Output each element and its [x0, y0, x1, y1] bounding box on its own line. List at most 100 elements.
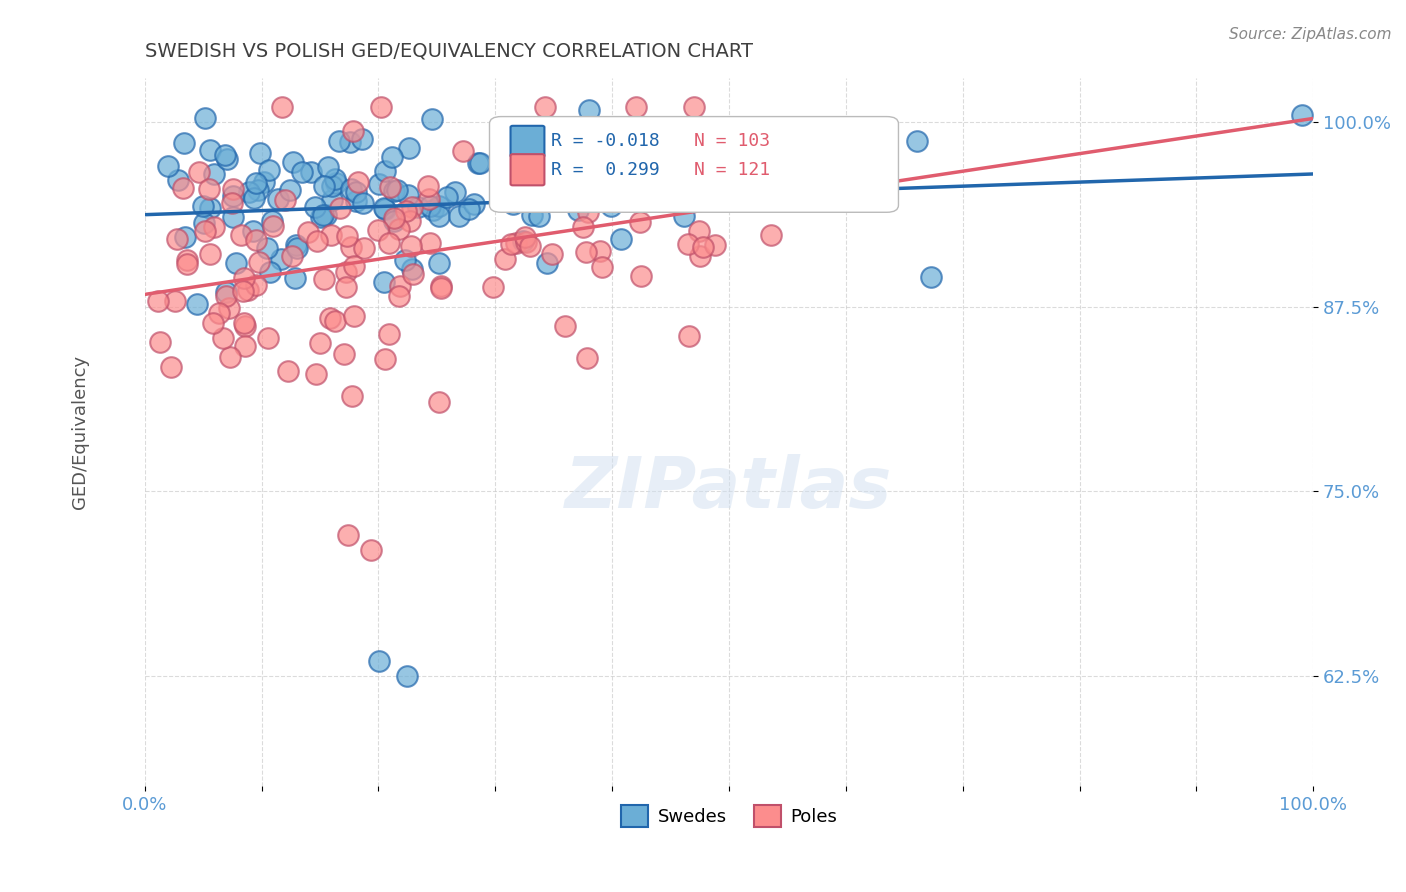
- Point: [382, 214, 405, 228]
- Point: [299, 165, 322, 179]
- Point: [529, 154, 551, 169]
- Point: [305, 367, 328, 381]
- Point: [406, 200, 429, 214]
- Point: [208, 306, 231, 320]
- Point: [1291, 107, 1313, 121]
- Point: [222, 182, 245, 196]
- Point: [399, 214, 422, 228]
- Point: [285, 241, 308, 255]
- Point: [146, 293, 169, 308]
- Point: [176, 253, 198, 268]
- Point: [567, 203, 589, 218]
- Point: [370, 100, 392, 114]
- Point: [186, 297, 208, 311]
- Point: [569, 121, 592, 136]
- Point: [419, 199, 441, 213]
- Point: [467, 156, 489, 170]
- Point: [453, 144, 475, 158]
- Point: [247, 254, 270, 268]
- Point: [536, 256, 558, 270]
- Point: [430, 279, 453, 293]
- Point: [673, 209, 696, 223]
- Point: [427, 256, 450, 270]
- Point: [381, 150, 404, 164]
- Point: [323, 314, 346, 328]
- Point: [394, 252, 416, 267]
- Point: [388, 288, 411, 302]
- Point: [307, 234, 329, 248]
- Point: [214, 148, 236, 162]
- Point: [373, 201, 395, 215]
- Point: [458, 202, 481, 216]
- Point: [704, 238, 727, 252]
- Point: [384, 211, 406, 226]
- Point: [232, 270, 254, 285]
- Point: [419, 235, 441, 250]
- Point: [374, 163, 396, 178]
- Point: [427, 199, 450, 213]
- Point: [315, 209, 337, 223]
- Point: [557, 147, 579, 161]
- Point: [401, 200, 423, 214]
- Point: [340, 240, 363, 254]
- Point: [496, 134, 519, 148]
- Point: [149, 335, 172, 350]
- Point: [389, 279, 412, 293]
- Point: [401, 239, 423, 253]
- Point: [347, 175, 370, 189]
- Point: [246, 184, 269, 198]
- Point: [309, 335, 332, 350]
- Point: [297, 225, 319, 239]
- Point: [610, 232, 633, 246]
- Point: [221, 195, 243, 210]
- Text: R =  0.299: R = 0.299: [551, 161, 661, 178]
- Text: R = -0.018: R = -0.018: [551, 132, 661, 150]
- Point: [360, 543, 382, 558]
- Point: [561, 154, 583, 169]
- Point: [212, 331, 235, 345]
- Point: [260, 213, 283, 227]
- Point: [274, 193, 297, 207]
- Point: [332, 347, 354, 361]
- Point: [198, 182, 221, 196]
- Point: [520, 208, 543, 222]
- Point: [495, 252, 517, 266]
- Point: [344, 194, 367, 208]
- Point: [174, 229, 197, 244]
- Point: [368, 654, 391, 668]
- Text: SWEDISH VS POLISH GED/EQUIVALENCY CORRELATION CHART: SWEDISH VS POLISH GED/EQUIVALENCY CORREL…: [145, 42, 752, 61]
- Point: [367, 223, 389, 237]
- Point: [575, 245, 598, 260]
- Point: [218, 350, 240, 364]
- Point: [217, 152, 239, 166]
- Point: [342, 124, 364, 138]
- Point: [443, 185, 465, 199]
- Point: [256, 241, 278, 255]
- Point: [319, 310, 342, 325]
- Point: [316, 160, 339, 174]
- Text: N = 103: N = 103: [695, 132, 770, 150]
- Point: [533, 100, 555, 114]
- Point: [233, 318, 256, 333]
- Point: [270, 252, 292, 266]
- Point: [382, 184, 405, 198]
- Point: [335, 279, 357, 293]
- Point: [304, 201, 326, 215]
- Point: [470, 156, 492, 170]
- Point: [520, 193, 543, 207]
- Point: [343, 310, 366, 324]
- Point: [312, 179, 335, 194]
- Point: [728, 157, 751, 171]
- Point: [700, 163, 723, 178]
- Point: [238, 185, 260, 199]
- Point: [262, 219, 284, 233]
- Point: [624, 100, 647, 114]
- Point: [194, 111, 217, 125]
- Point: [463, 197, 485, 211]
- Point: [373, 351, 395, 366]
- Point: [323, 172, 346, 186]
- Point: [692, 240, 714, 254]
- Point: [600, 199, 623, 213]
- Text: N = 121: N = 121: [695, 161, 770, 178]
- Point: [385, 182, 408, 196]
